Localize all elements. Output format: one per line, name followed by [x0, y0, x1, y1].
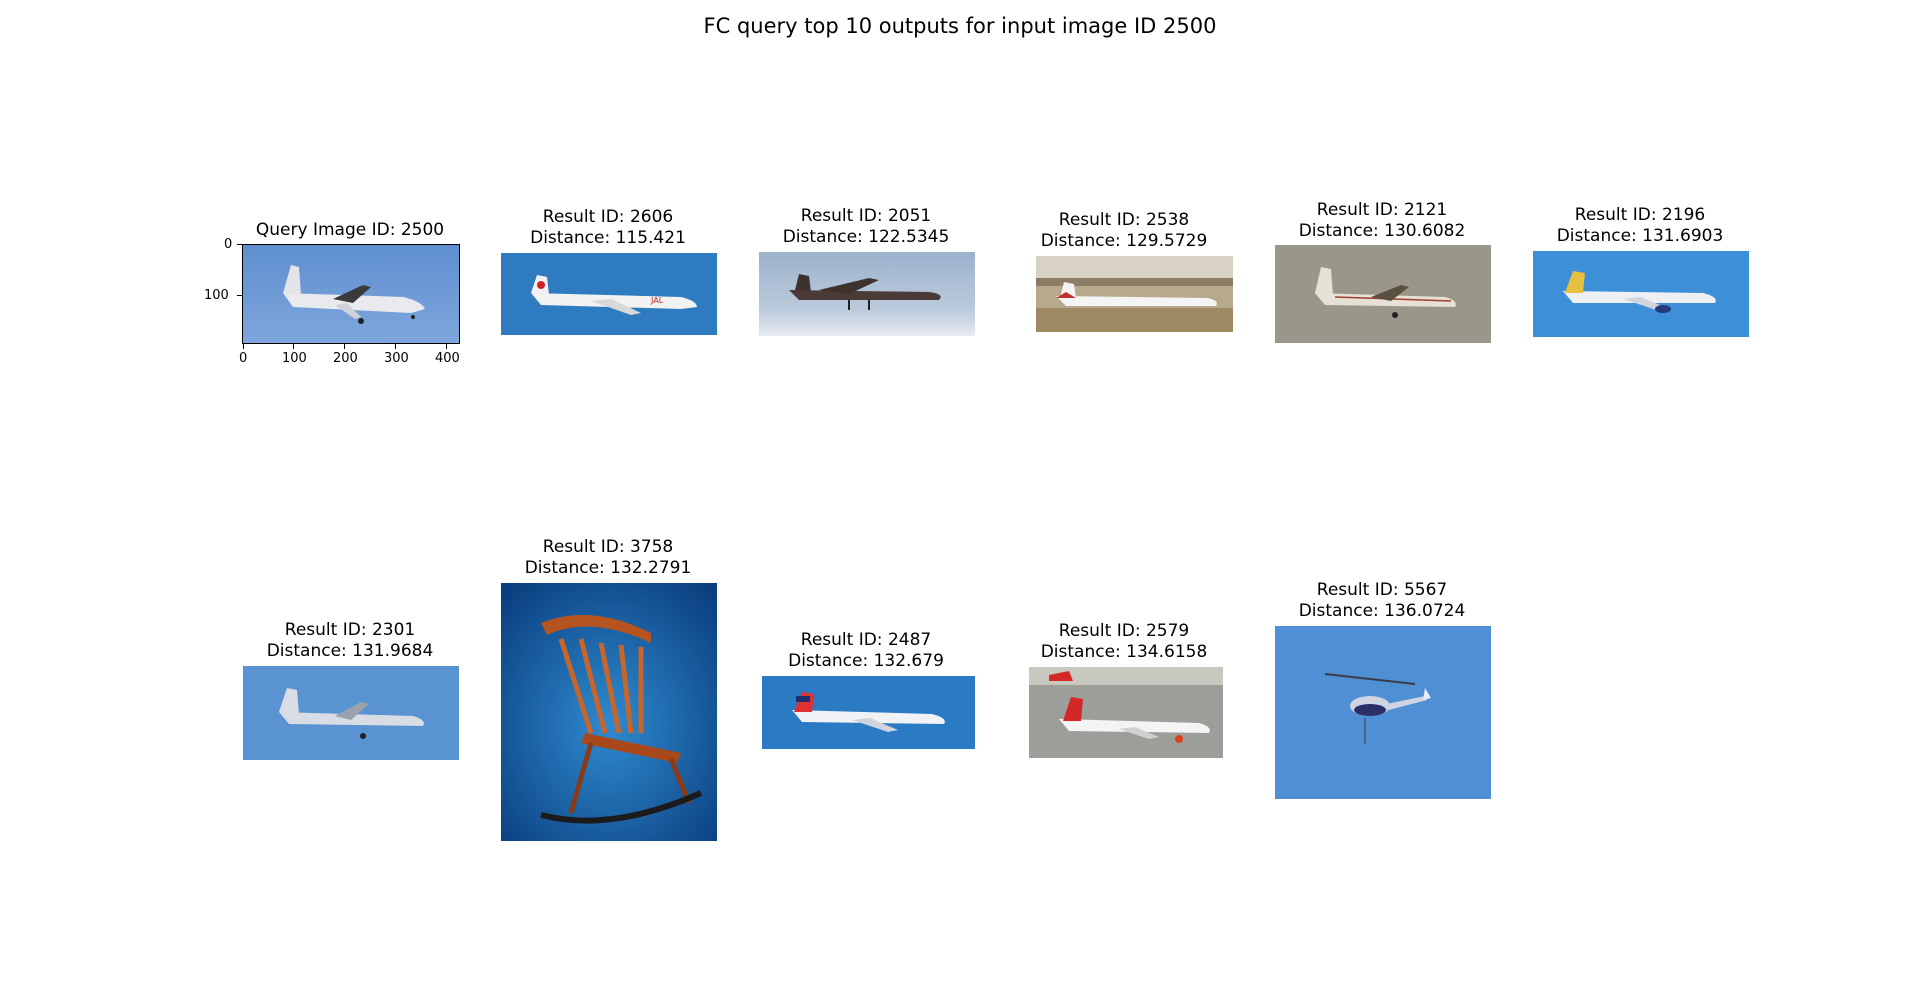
query-xtick-label-400: 400 — [435, 351, 460, 366]
result-id-label: Result ID: 2487 — [800, 630, 932, 650]
result-id-label: Result ID: 2051 — [800, 206, 932, 226]
result-distance-label: Distance: 132.2791 — [524, 558, 692, 578]
result-title-9: Result ID: 2579 Distance: 134.6158 — [1041, 621, 1208, 663]
result-distance-label: Distance: 134.6158 — [1040, 642, 1208, 662]
query-ytick-0 — [237, 244, 242, 245]
result-title-4: Result ID: 2121 Distance: 130.6082 — [1299, 200, 1466, 242]
result-title-1: Result ID: 2606 Distance: 115.421 — [530, 207, 686, 249]
result-id-label: Result ID: 2301 — [284, 620, 416, 640]
result-image-4 — [1275, 245, 1491, 343]
result-title-6: Result ID: 2301 Distance: 131.9684 — [267, 620, 434, 662]
result-distance-label: Distance: 136.0724 — [1298, 601, 1466, 621]
result-id-label: Result ID: 2121 — [1316, 200, 1448, 220]
result-image-3 — [1036, 256, 1233, 332]
result-title-10: Result ID: 5567 Distance: 136.0724 — [1299, 580, 1466, 622]
query-ytick-label-100: 100 — [204, 288, 229, 303]
result-title-3: Result ID: 2538 Distance: 129.5729 — [1041, 210, 1208, 252]
query-xtick-label-200: 200 — [333, 351, 358, 366]
result-image-7 — [501, 583, 717, 841]
result-distance-label: Distance: 129.5729 — [1040, 231, 1208, 251]
result-image-9 — [1029, 667, 1223, 758]
query-xtick-label-100: 100 — [282, 351, 307, 366]
result-id-label: Result ID: 2579 — [1058, 621, 1190, 641]
query-xtick-0 — [243, 344, 244, 349]
result-image-8 — [762, 676, 975, 749]
result-distance-label: Distance: 131.6903 — [1556, 226, 1724, 246]
result-distance-label: Distance: 122.5345 — [782, 227, 950, 247]
result-distance-label: Distance: 115.421 — [530, 228, 686, 248]
query-ytick-100 — [237, 295, 242, 296]
query-xtick-label-300: 300 — [384, 351, 409, 366]
query-xtick-100 — [293, 344, 294, 349]
query-image — [243, 245, 459, 343]
result-image-6 — [243, 666, 459, 760]
result-image-5 — [1533, 251, 1749, 337]
query-ytick-label-0: 0 — [224, 237, 233, 252]
result-title-8: Result ID: 2487 Distance: 132.679 — [788, 630, 944, 672]
result-id-label: Result ID: 2538 — [1058, 210, 1190, 230]
figure-title: FC query top 10 outputs for input image … — [703, 14, 1217, 38]
result-distance-label: Distance: 130.6082 — [1298, 221, 1466, 241]
query-xtick-label-0: 0 — [239, 351, 248, 366]
query-xtick-300 — [395, 344, 396, 349]
result-id-label: Result ID: 5567 — [1316, 580, 1448, 600]
result-id-label: Result ID: 2606 — [542, 207, 674, 227]
result-id-label: Result ID: 2196 — [1574, 205, 1706, 225]
result-title-2: Result ID: 2051 Distance: 122.5345 — [783, 206, 950, 248]
query-title: Query Image ID: 2500 — [256, 220, 444, 241]
result-image-1: JAL — [501, 253, 717, 335]
result-distance-label: Distance: 132.679 — [788, 651, 944, 671]
query-title-text: Query Image ID: 2500 — [255, 220, 445, 240]
result-image-2 — [759, 252, 975, 336]
result-id-label: Result ID: 3758 — [542, 537, 674, 557]
result-title-5: Result ID: 2196 Distance: 131.6903 — [1557, 205, 1724, 247]
result-title-7: Result ID: 3758 Distance: 132.2791 — [525, 537, 692, 579]
svg-text:JAL: JAL — [650, 296, 664, 305]
result-distance-label: Distance: 131.9684 — [266, 641, 434, 661]
query-xtick-400 — [446, 344, 447, 349]
result-image-10 — [1275, 626, 1491, 799]
query-xtick-200 — [344, 344, 345, 349]
